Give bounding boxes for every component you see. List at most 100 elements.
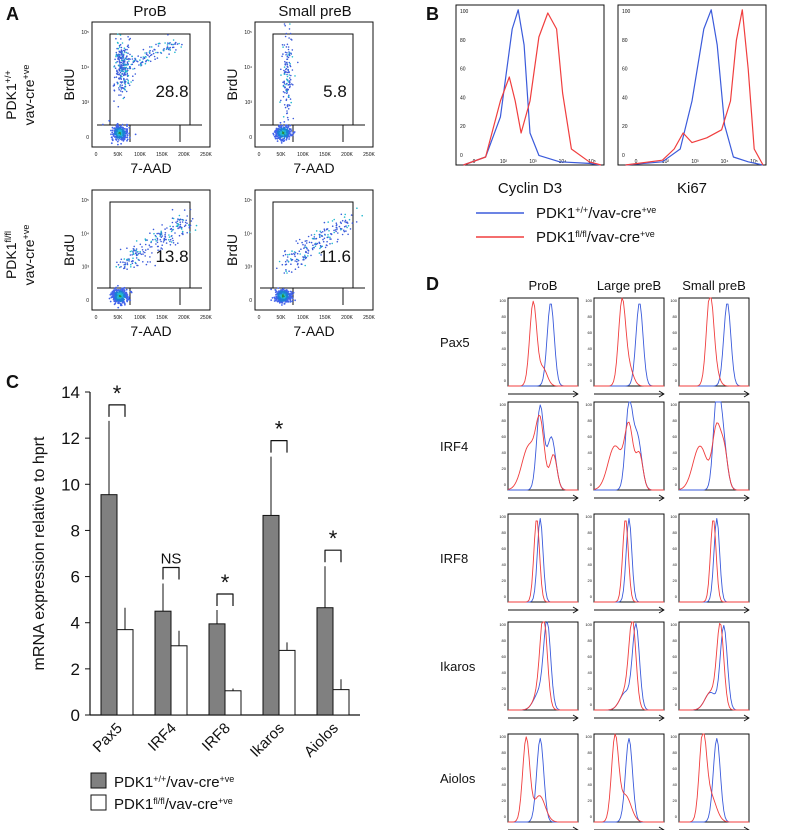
scatter-dot [288, 71, 290, 74]
scatter-dot [115, 133, 117, 136]
scatter-dot [116, 261, 118, 264]
scatter-dot [124, 67, 127, 70]
tick-label: 10³ [245, 265, 253, 271]
scatter-dot [296, 252, 299, 255]
tick-label: 100 [670, 734, 677, 739]
scatter-dot [114, 135, 117, 138]
scatter-dot [121, 73, 124, 75]
scatter-dot [346, 226, 348, 229]
scatter-dot [289, 78, 292, 81]
scatter-dot [337, 238, 339, 241]
scatter-dot [302, 259, 304, 261]
scatter-dot [145, 52, 148, 54]
scatter-dot [277, 125, 280, 128]
histogram-curve-ko [508, 300, 578, 387]
label-part: PDK1 [536, 229, 575, 246]
scatter-dot [109, 300, 112, 303]
scatter-dot [167, 34, 169, 36]
scatter-dot [161, 235, 164, 237]
y-tick-label: 4 [71, 614, 80, 633]
scatter-dot [127, 297, 130, 300]
tick-label: 80 [502, 750, 507, 755]
scatter-dot [335, 224, 338, 227]
scatter-dot [285, 98, 288, 101]
tick-label: 200K [178, 152, 190, 158]
scatter-dot [111, 126, 114, 129]
scatter-dot [286, 112, 288, 115]
tick-label: 0 [675, 594, 678, 599]
scatter-dot [117, 56, 119, 58]
tick-label: 20 [502, 466, 507, 471]
tick-label: 20 [588, 362, 593, 367]
scatter-dot [139, 252, 141, 254]
scatter-dot [276, 129, 279, 131]
scatter-dot [287, 46, 290, 48]
scatter-dot [156, 237, 159, 240]
scatter-dot [113, 100, 115, 102]
scatter-dot [123, 258, 126, 260]
scatter-dot [181, 43, 183, 46]
scatter-dot [120, 66, 122, 68]
scatter-dot [166, 47, 168, 50]
plot-frame [455, 4, 605, 166]
tick-label: 150K [156, 152, 168, 158]
scatter-dot [282, 128, 285, 131]
gate-box [109, 201, 191, 289]
mini-histogram: 0 20 40 60 80 100 [499, 297, 579, 398]
column-header-prob: ProB [133, 3, 166, 20]
mini-histogram: 0 20 40 60 80 100 [499, 733, 579, 830]
tick-label: 20 [673, 466, 678, 471]
scatter-dot [114, 67, 117, 69]
scatter-dot [278, 136, 281, 139]
scatter-dot [144, 255, 146, 257]
scatter-dot [282, 295, 284, 298]
arrow-head [572, 390, 579, 398]
scatter-dot [145, 59, 148, 62]
scatter-dot [281, 135, 283, 138]
scatter-dot [302, 243, 304, 246]
category-label: Ikaros [247, 720, 288, 761]
scatter-dot [286, 116, 289, 119]
histogram-curve-ko [508, 736, 578, 823]
scatter-dot [118, 133, 120, 136]
scatter-dot [276, 295, 279, 297]
scatter-dot [126, 70, 128, 72]
scatter-dot [319, 247, 321, 250]
tick-label: 150K [319, 315, 331, 321]
scatter-dot [122, 302, 124, 304]
scatter-dot [161, 244, 163, 246]
scatter-dot [150, 46, 153, 48]
scatter-dot [284, 250, 286, 253]
scatter-dot [172, 225, 174, 228]
scatter-dot [337, 232, 339, 234]
scatter-dot [119, 125, 122, 127]
scatter-dot [277, 300, 280, 302]
scatter-dot [294, 255, 296, 258]
scatter-dot [122, 55, 125, 57]
scatter-dot [176, 43, 179, 45]
gate-percentage: 5.8 [323, 82, 347, 101]
scatter-dot [280, 142, 283, 144]
x-axis-label-cyclin-d3: Cyclin D3 [498, 180, 562, 197]
scatter-dot [139, 59, 141, 61]
scatter-dot [284, 263, 287, 266]
scatter-dot [118, 87, 120, 89]
scatter-dot [121, 123, 124, 126]
scatter-dot [161, 248, 164, 250]
scatter-dot [307, 249, 309, 251]
scatter-dot [120, 64, 123, 66]
scatter-dot [284, 289, 287, 292]
scatter-dot [329, 236, 331, 239]
x-axis-label-7aad: 7-AAD [293, 160, 334, 176]
scatter-dot [307, 252, 309, 254]
scatter-dot [126, 138, 129, 141]
scatter-dot [164, 236, 167, 238]
histogram-curve-ko [594, 520, 664, 603]
scatter-dot [320, 254, 322, 256]
scatter-dot [323, 228, 326, 230]
scatter-dot [283, 83, 286, 85]
tick-label: 100 [670, 622, 677, 627]
bar-wt [100, 494, 118, 716]
scatter-dot [114, 58, 116, 61]
scatter-dot [149, 232, 151, 234]
